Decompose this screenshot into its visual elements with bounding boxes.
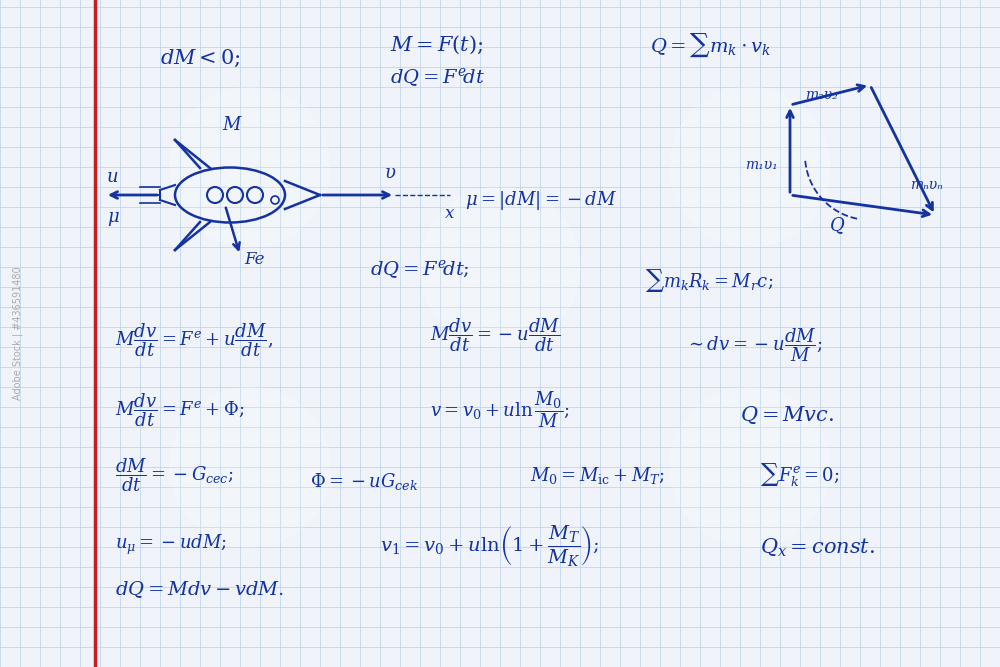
Text: M: M xyxy=(222,116,240,134)
Text: Fe: Fe xyxy=(244,251,264,269)
Text: $\sum m_k R_k = M_r c;$: $\sum m_k R_k = M_r c;$ xyxy=(645,267,773,293)
Text: Adobe Stock | #436591480: Adobe Stock | #436591480 xyxy=(13,267,23,400)
Text: $\mu = |dM| = -dM$: $\mu = |dM| = -dM$ xyxy=(465,189,617,211)
Text: $\sim dv = -u\dfrac{dM}{M};$: $\sim dv = -u\dfrac{dM}{M};$ xyxy=(685,326,822,364)
Text: m₁υ₁: m₁υ₁ xyxy=(745,158,778,172)
Text: υ: υ xyxy=(385,164,396,182)
Text: $Q_x = const.$: $Q_x = const.$ xyxy=(760,537,875,559)
Text: m₂υ₂: m₂υ₂ xyxy=(805,88,838,102)
Text: $Q = Mvc.$: $Q = Mvc.$ xyxy=(740,404,834,426)
Text: $\Phi = -uG_{cek}$: $\Phi = -uG_{cek}$ xyxy=(310,472,418,492)
Text: $dQ = F^e\!dt;$: $dQ = F^e\!dt;$ xyxy=(370,259,470,281)
Circle shape xyxy=(170,87,330,247)
Circle shape xyxy=(670,387,830,547)
Text: $M_0 = M_{\text{ic}} + M_T;$: $M_0 = M_{\text{ic}} + M_T;$ xyxy=(530,464,665,486)
Text: $v = v_0 + u\ln\dfrac{M_0}{M};$: $v = v_0 + u\ln\dfrac{M_0}{M};$ xyxy=(430,390,570,430)
Circle shape xyxy=(420,187,580,347)
Text: $M\dfrac{dv}{dt} = F^e + u\dfrac{dM}{dt},$: $M\dfrac{dv}{dt} = F^e + u\dfrac{dM}{dt}… xyxy=(115,321,273,359)
Text: $M\dfrac{dv}{dt} = -u\dfrac{dM}{dt}$: $M\dfrac{dv}{dt} = -u\dfrac{dM}{dt}$ xyxy=(430,316,560,354)
Text: $\sum F_k^e = 0;$: $\sum F_k^e = 0;$ xyxy=(760,462,840,488)
Text: $dQ = Mdv - vdM.$: $dQ = Mdv - vdM.$ xyxy=(115,580,284,600)
Text: $v_1 = v_0 + u\ln\!\left(1 + \dfrac{M_T}{M_K}\right);$: $v_1 = v_0 + u\ln\!\left(1 + \dfrac{M_T}… xyxy=(380,522,599,568)
Text: $\dfrac{dM}{dt} = -G_{cec};$: $\dfrac{dM}{dt} = -G_{cec};$ xyxy=(115,456,234,494)
Text: $Q = \sum m_k \cdot v_k$: $Q = \sum m_k \cdot v_k$ xyxy=(650,31,771,59)
Text: μ: μ xyxy=(107,208,119,226)
Circle shape xyxy=(670,87,830,247)
Text: $M = F(t);$: $M = F(t);$ xyxy=(390,34,483,56)
Text: $M\dfrac{dv}{dt} = F^e + \Phi;$: $M\dfrac{dv}{dt} = F^e + \Phi;$ xyxy=(115,391,244,429)
Circle shape xyxy=(170,387,330,547)
Text: mₙυₙ: mₙυₙ xyxy=(910,178,943,192)
Text: x: x xyxy=(445,205,454,221)
Text: Q: Q xyxy=(830,216,845,234)
Text: $dM < 0;$: $dM < 0;$ xyxy=(160,47,240,69)
Text: u: u xyxy=(107,168,119,186)
Text: $dQ = F^e\!dt$: $dQ = F^e\!dt$ xyxy=(390,67,485,89)
Text: $u_\mu = -udM;$: $u_\mu = -udM;$ xyxy=(115,533,227,557)
